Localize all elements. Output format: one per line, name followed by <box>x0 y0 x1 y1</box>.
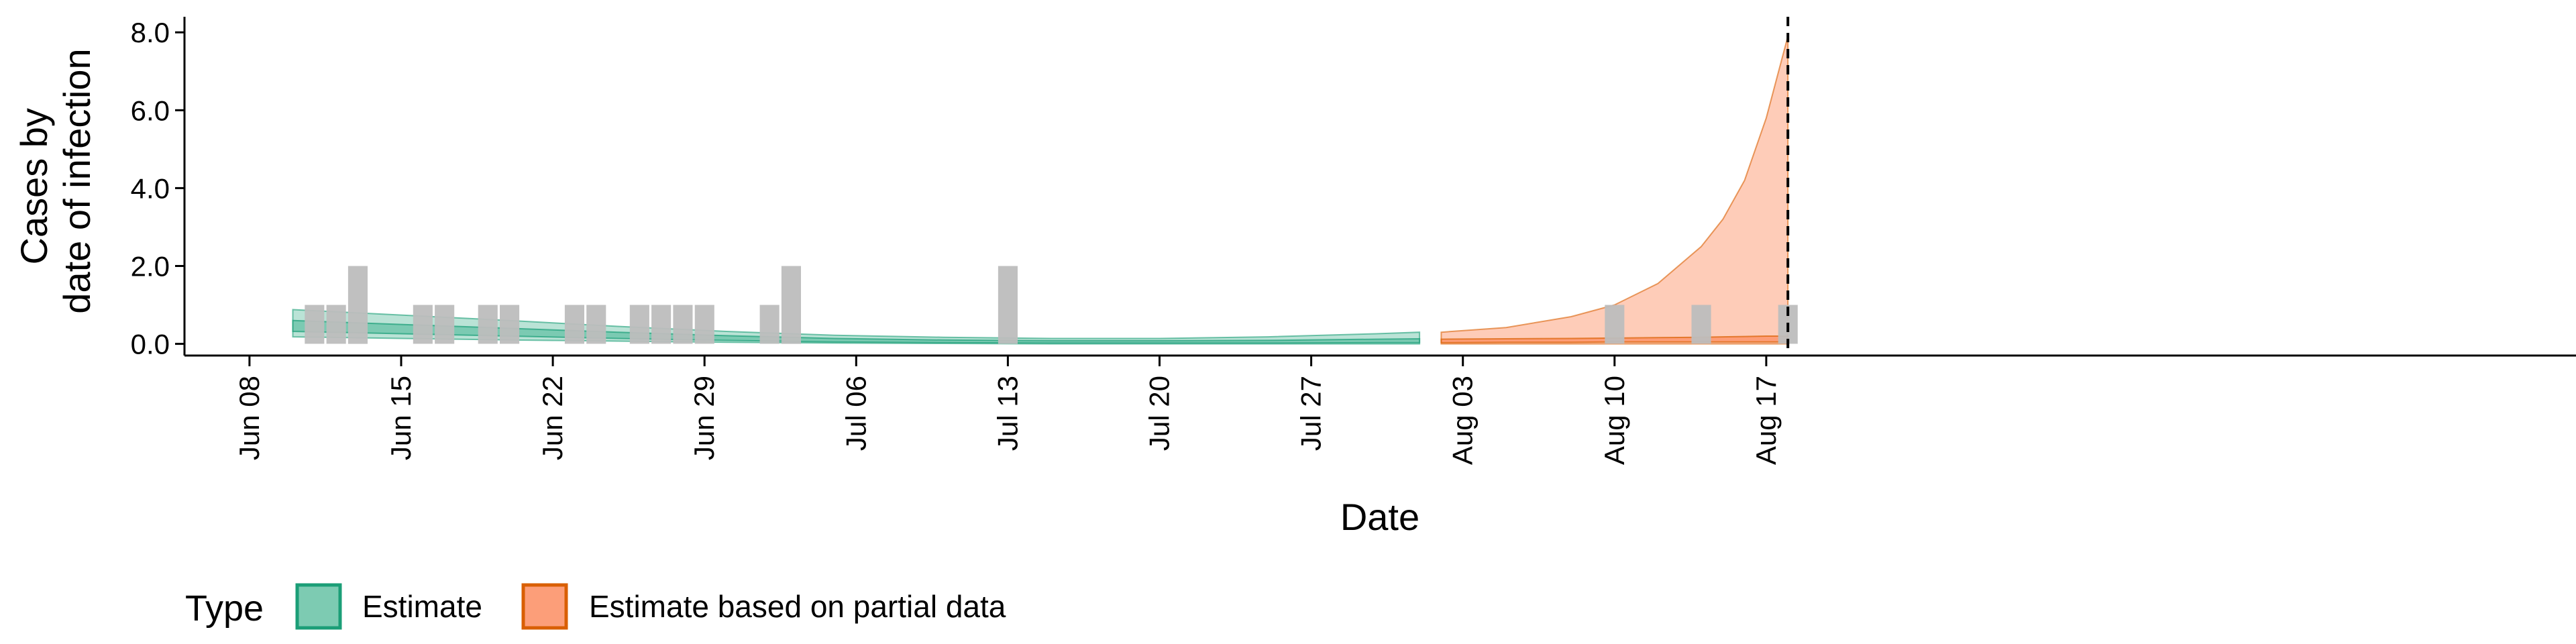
case-bar <box>586 305 606 344</box>
legend-label-partial-estimate: Estimate based on partial data <box>589 589 1006 624</box>
case-bar <box>781 266 801 344</box>
x-axis-title: Date <box>1340 496 1419 538</box>
y-tick-label: 4.0 <box>131 172 170 204</box>
x-tick-label: Aug 10 <box>1599 376 1630 465</box>
case-bar <box>998 266 1018 344</box>
y-axis-title-line-2: date of infection <box>56 48 98 313</box>
case-bar <box>500 305 520 344</box>
y-tick-label: 6.0 <box>131 95 170 126</box>
case-bar <box>413 305 433 344</box>
legend-label-estimate: Estimate <box>362 589 482 624</box>
x-tick-label: Jul 13 <box>991 376 1023 451</box>
axes <box>183 17 2576 357</box>
x-tick-label: Jun 29 <box>688 376 720 460</box>
case-bar <box>347 266 368 344</box>
y-tick-label: 8.0 <box>131 17 170 48</box>
band-outer-1 <box>1440 36 1789 345</box>
y-axis-title-line-1: Cases by <box>13 108 55 264</box>
estimate-bands <box>292 36 1789 345</box>
legend-key-estimate <box>295 583 342 630</box>
y-tick-label: 2.0 <box>131 251 170 282</box>
y-axis-title: Cases by date of infection <box>13 48 98 313</box>
case-bar <box>629 305 649 344</box>
case-bar <box>673 305 693 344</box>
x-axis-ticks: Jun 08 Jun 15 Jun 22 Jun 29 Jul 06 Jul 13 Jul … <box>233 356 1782 465</box>
case-bar <box>435 305 455 344</box>
x-tick-label: Aug 17 <box>1750 376 1782 465</box>
y-axis-ticks: 0.0 2.0 4.0 6.0 8.0 <box>131 17 184 360</box>
case-bar <box>564 305 584 344</box>
legend: Type Estimate Estimate based on partial … <box>185 583 1006 630</box>
case-bar <box>326 305 346 344</box>
case-bar <box>1691 305 1711 344</box>
x-tick-label: Jul 06 <box>840 376 871 451</box>
x-tick-label: Aug 03 <box>1447 376 1479 465</box>
x-tick-label: Jun 15 <box>385 376 417 460</box>
case-bar <box>759 305 780 344</box>
case-bar <box>478 305 498 344</box>
legend-key-partial-estimate <box>521 583 568 630</box>
x-tick-label: Jul 20 <box>1144 376 1175 451</box>
x-tick-label: Jul 27 <box>1295 376 1327 451</box>
case-bar <box>1605 305 1625 344</box>
case-bar <box>694 305 714 344</box>
case-bar <box>305 305 325 344</box>
x-tick-label: Jun 08 <box>233 376 265 460</box>
y-tick-label: 0.0 <box>131 329 170 360</box>
case-bar <box>651 305 672 344</box>
legend-title: Type <box>185 588 264 629</box>
x-tick-label: Jun 22 <box>537 376 568 460</box>
